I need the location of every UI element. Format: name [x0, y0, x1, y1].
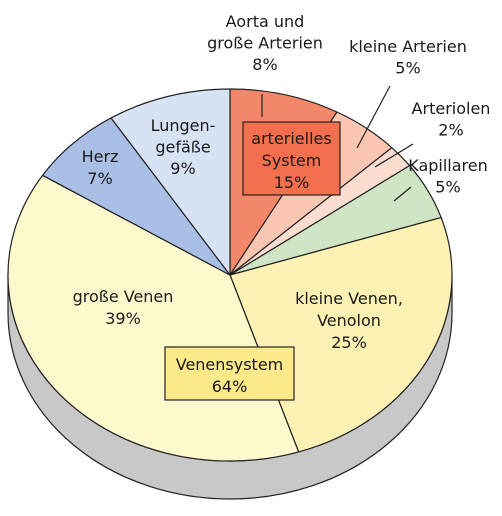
slice-label-line: große Venen	[73, 287, 174, 306]
group-value-label: 64%	[212, 377, 248, 396]
slice-label-kapillaren: Kapillaren 5%	[408, 156, 488, 197]
group-box-venensystem: Venensystem 64%	[164, 346, 295, 401]
slice-label-line: Aorta und	[226, 12, 305, 31]
group-box-frame	[242, 121, 341, 196]
group-value-label: 15%	[274, 173, 310, 192]
slice-value-label: 9%	[170, 159, 195, 178]
slice-label-line: kleine Arterien	[349, 37, 467, 56]
leader-line-arteriolen	[374, 143, 414, 168]
leader-line-kapillaren	[393, 186, 412, 202]
leader-line-kleine-arterien	[356, 85, 391, 149]
slice-value-label: 8%	[252, 55, 277, 74]
slice-labels: Aorta und große Arterien 8% kleine Arterien…	[73, 12, 491, 352]
group-label-line: Venensystem	[176, 355, 284, 374]
slice-value-label: 2%	[438, 121, 463, 140]
group-label-line: System	[262, 151, 322, 170]
slice-label-line: Herz	[82, 147, 119, 166]
slice-label-line: Venolon	[317, 311, 381, 330]
slice-label-kleine-arterien: kleine Arterien 5%	[349, 37, 467, 78]
slice-value-label: 25%	[331, 333, 367, 352]
slice-label-line: Arteriolen	[412, 99, 491, 118]
slice-label-lungengefaesse: Lungen-gefäße 9%	[151, 116, 216, 178]
slice-label-grosse-venen: große Venen 39%	[73, 287, 174, 328]
group-label-line: arterielles	[251, 129, 331, 148]
slice-label-line: Lungen-	[151, 116, 216, 135]
slice-value-label: 5%	[395, 59, 420, 78]
slice-label-aorta: Aorta und große Arterien 8%	[207, 12, 323, 74]
slice-label-arteriolen: Arteriolen 2%	[412, 99, 491, 140]
group-box-frame	[164, 346, 295, 401]
slice-value-label: 7%	[87, 169, 112, 188]
slice-label-line: gefäße	[155, 138, 210, 157]
slice-label-kleine-venen: kleine Venen, Venolon 25%	[295, 289, 403, 352]
pie-slice-lungengefaesse	[110, 88, 231, 276]
pie-slices	[7, 88, 453, 462]
slice-label-line: Kapillaren	[408, 156, 488, 175]
slice-label-line: kleine Venen,	[295, 289, 403, 308]
slice-value-label: 39%	[105, 309, 141, 328]
slice-label-herz: Herz 7%	[82, 147, 119, 188]
slice-label-line: große Arterien	[207, 34, 323, 53]
group-box-arterielles-system: arterielles System 15%	[242, 121, 341, 196]
group-boxes: arterielles System 15% Venensystem 64%	[164, 121, 341, 401]
slice-value-label: 5%	[435, 178, 460, 197]
leader-lines	[261, 85, 414, 202]
